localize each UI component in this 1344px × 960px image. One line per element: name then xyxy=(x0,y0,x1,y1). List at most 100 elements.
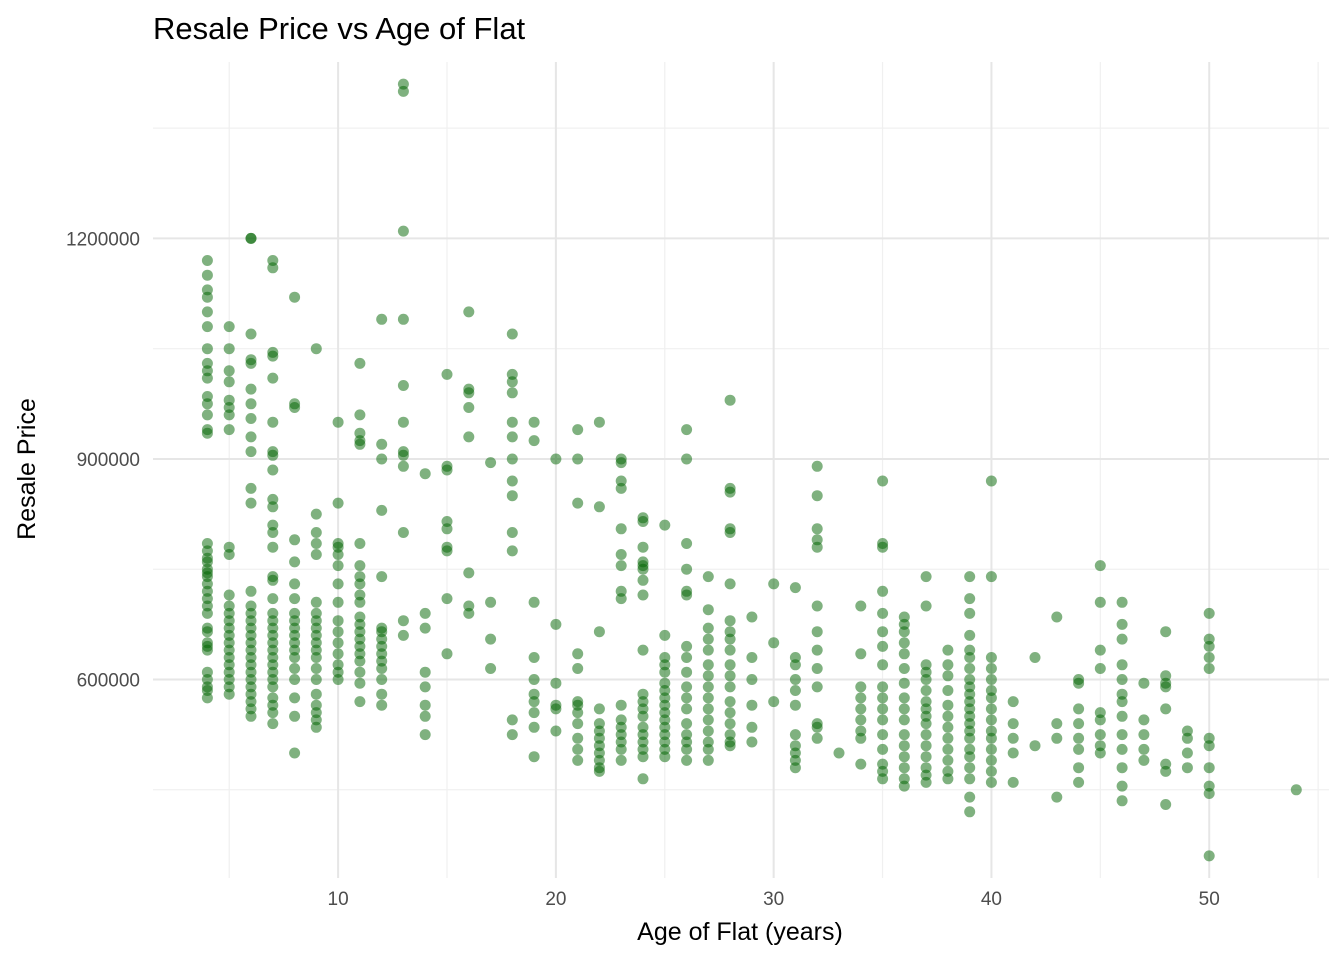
scatter-point xyxy=(1203,740,1215,752)
scatter-point xyxy=(289,710,301,722)
scatter-point xyxy=(289,291,301,303)
scatter-point xyxy=(942,685,954,696)
scatter-point xyxy=(920,685,932,696)
scatter-point xyxy=(506,475,518,487)
scatter-point xyxy=(354,560,366,572)
scatter-point xyxy=(920,776,932,788)
scatter-point xyxy=(332,648,344,660)
scatter-point xyxy=(789,762,801,774)
scatter-point xyxy=(702,754,714,766)
scatter-point xyxy=(419,607,431,619)
scatter-point xyxy=(898,677,910,689)
scatter-point xyxy=(397,615,409,627)
scatter-point xyxy=(964,663,976,674)
scatter-point xyxy=(506,431,518,443)
scatter-point xyxy=(463,431,475,443)
scatter-point xyxy=(419,666,431,678)
scatter-point xyxy=(615,754,627,766)
scatter-point xyxy=(615,482,627,494)
x-tick-label: 30 xyxy=(763,889,784,910)
scatter-point xyxy=(985,714,997,726)
scatter-point xyxy=(572,663,584,674)
scatter-point xyxy=(877,626,889,638)
scatter-point xyxy=(332,637,344,649)
scatter-point xyxy=(724,740,736,752)
scatter-point xyxy=(702,670,714,682)
scatter-point xyxy=(485,596,497,608)
scatter-point xyxy=(245,431,257,443)
scatter-point xyxy=(267,593,279,605)
scatter-point xyxy=(898,626,910,638)
scatter-point xyxy=(898,762,910,774)
scatter-point xyxy=(201,398,213,410)
scatter-point xyxy=(1116,659,1128,671)
scatter-point xyxy=(985,674,997,685)
scatter-point xyxy=(201,343,213,355)
scatter-point xyxy=(593,765,605,777)
tick-labels: 10 20 30 40 50 600000 900000 1200000 xyxy=(66,229,1220,910)
scatter-point xyxy=(201,291,213,303)
scatter-point xyxy=(702,725,714,737)
scatter-point xyxy=(310,688,322,700)
chart-title: Resale Price vs Age of Flat xyxy=(153,11,526,46)
scatter-point xyxy=(1073,743,1085,755)
scatter-point xyxy=(550,677,562,689)
scatter-point xyxy=(702,692,714,704)
scatter-point xyxy=(245,710,257,722)
scatter-point xyxy=(1007,747,1019,759)
scatter-point xyxy=(942,754,954,766)
scatter-point xyxy=(681,652,693,663)
scatter-point xyxy=(637,751,649,763)
scatter-point xyxy=(789,729,801,741)
scatter-point xyxy=(920,674,932,685)
scatter-point xyxy=(310,527,322,538)
scatter-point xyxy=(506,545,518,557)
scatter-point xyxy=(898,729,910,741)
scatter-point xyxy=(833,747,845,759)
scatter-point xyxy=(702,644,714,656)
scatter-point xyxy=(289,593,301,605)
scatter-point xyxy=(1160,765,1172,777)
scatter-point xyxy=(681,666,693,678)
scatter-point xyxy=(245,357,257,369)
scatter-point xyxy=(201,409,213,421)
scatter-point xyxy=(354,357,366,369)
scatter-point xyxy=(1181,732,1193,744)
scatter-point xyxy=(1116,596,1128,608)
scatter-point xyxy=(811,721,823,733)
scatter-point xyxy=(376,453,388,465)
scatter-point xyxy=(376,699,388,711)
scatter-point xyxy=(1094,596,1106,608)
scatter-point xyxy=(506,376,518,388)
scatter-point xyxy=(267,681,279,693)
scatter-point xyxy=(310,508,322,520)
scatter-point xyxy=(811,663,823,674)
scatter-point xyxy=(1138,714,1150,726)
scatter-point xyxy=(267,541,279,553)
scatter-point xyxy=(681,692,693,704)
scatter-point xyxy=(702,714,714,726)
scatter-point xyxy=(463,402,475,413)
scatter-point xyxy=(724,718,736,730)
scatter-point xyxy=(201,372,213,384)
scatter-point xyxy=(528,707,540,719)
scatter-point xyxy=(811,626,823,638)
scatter-point xyxy=(572,718,584,730)
scatter-point xyxy=(702,633,714,645)
scatter-point xyxy=(746,611,758,623)
scatter-point xyxy=(811,681,823,693)
scatter-point xyxy=(702,571,714,583)
scatter-point xyxy=(485,663,497,674)
scatter-point xyxy=(898,780,910,792)
scatter-point xyxy=(964,607,976,619)
scatter-point xyxy=(877,607,889,619)
scatter-point xyxy=(811,460,823,472)
scatter-point xyxy=(637,516,649,527)
scatter-point xyxy=(223,376,235,388)
scatter-point xyxy=(289,663,301,674)
scatter-point xyxy=(201,427,213,439)
scatter-point xyxy=(289,747,301,759)
scatter-point xyxy=(376,313,388,325)
scatter-point xyxy=(201,306,213,318)
scatter-point xyxy=(223,589,235,601)
